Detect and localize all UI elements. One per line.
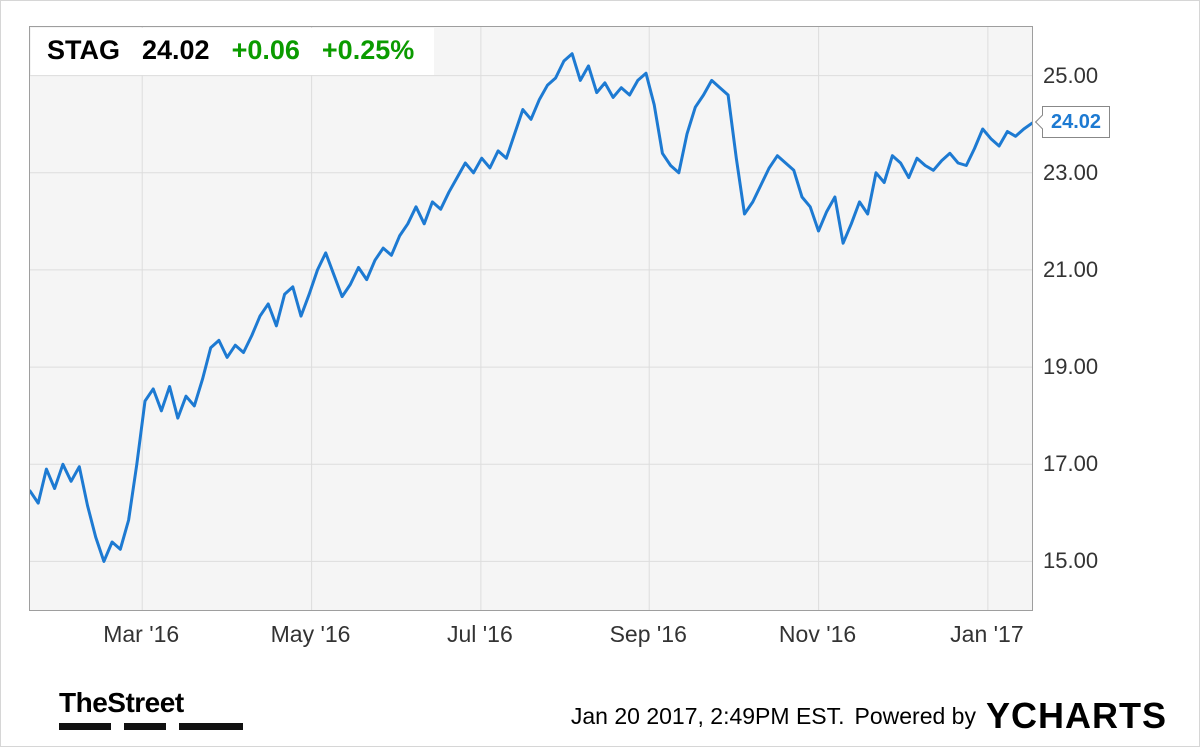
y-axis-label: 15.00 (1043, 548, 1099, 574)
y-axis-label: 21.00 (1043, 256, 1099, 282)
last-price-callout: 24.02 (1034, 106, 1110, 139)
callout-arrow (1034, 115, 1050, 130)
price-change: +0.06 (231, 35, 300, 65)
chart-legend: STAG 24.02 +0.06 +0.25% (31, 28, 435, 75)
y-axis-label: 23.00 (1043, 159, 1099, 185)
thestreet-underline (59, 723, 243, 730)
footer-attribution: Jan 20 2017, 2:49PM EST. Powered by YCHA… (571, 695, 1167, 737)
ycharts-logo: YCHARTS (985, 695, 1167, 736)
x-axis-label: Mar '16 (103, 621, 180, 647)
y-axis-label: 19.00 (1043, 354, 1099, 380)
x-axis-label: May '16 (270, 621, 351, 647)
thestreet-logo-text: TheStreet (59, 687, 184, 718)
x-axis-label: Nov '16 (778, 621, 857, 647)
thestreet-logo: TheStreet (59, 687, 243, 730)
y-axis-label: 25.00 (1043, 62, 1099, 88)
chart-timestamp: Jan 20 2017, 2:49PM EST. (570, 702, 845, 729)
x-axis-label: Jul '16 (447, 621, 513, 647)
underline-bar (124, 723, 166, 730)
underline-bar (59, 723, 111, 730)
x-axis-label: Jan '17 (950, 621, 1024, 647)
powered-by-label: Powered by (854, 702, 976, 729)
price-series-line (30, 52, 1032, 563)
price-change-percent: +0.25% (321, 35, 415, 65)
plot-area (29, 26, 1033, 611)
callout-value: 24.02 (1050, 110, 1102, 133)
ticker-symbol: STAG (47, 35, 120, 65)
underline-bar (179, 723, 243, 730)
y-axis-label: 17.00 (1043, 451, 1099, 477)
last-price: 24.02 (142, 35, 210, 65)
price-line-chart (30, 27, 1032, 610)
x-axis-label: Sep '16 (609, 621, 687, 647)
